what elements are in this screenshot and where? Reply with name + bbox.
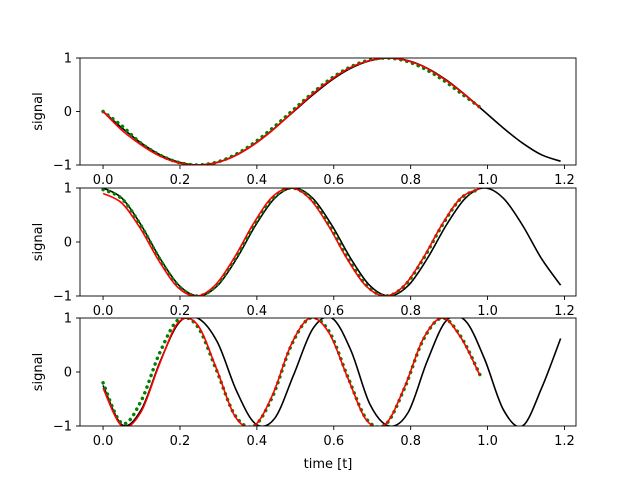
x-tick-label: 0.2 <box>170 173 191 188</box>
series-line-1 <box>102 188 562 296</box>
x-tick-label: 0.4 <box>247 304 268 319</box>
y-axis-label: signal <box>31 353 46 391</box>
y-tick-label: 0 <box>64 236 72 251</box>
y-tick-label: 1 <box>64 312 72 327</box>
y-tick-label: −1 <box>53 159 72 174</box>
x-tick-label: 0.6 <box>323 304 344 319</box>
x-tick-label: 0.6 <box>323 173 344 188</box>
x-tick-label: 0.4 <box>247 434 268 449</box>
x-tick-label: 0.0 <box>93 304 114 319</box>
y-tick-label: 0 <box>64 366 72 381</box>
series-line-2 <box>101 318 482 426</box>
x-tick-label: 0.6 <box>323 434 344 449</box>
axes-frame <box>79 187 577 297</box>
series-line-2 <box>101 58 482 165</box>
series-line-3 <box>102 58 481 165</box>
series-line-3 <box>102 318 481 426</box>
x-tick-label: 0.2 <box>170 434 191 449</box>
x-tick-label: 0.8 <box>400 173 421 188</box>
x-tick-label: 1.2 <box>554 434 575 449</box>
axes-frame <box>79 57 577 166</box>
y-axis-label: signal <box>31 92 46 130</box>
x-tick-label: 0.8 <box>400 434 421 449</box>
x-tick-label: 1.0 <box>477 304 498 319</box>
x-tick-label: 1.0 <box>477 434 498 449</box>
x-tick-label: 0.0 <box>93 173 114 188</box>
series-line-2 <box>101 188 482 296</box>
x-tick-label: 0.2 <box>170 304 191 319</box>
y-tick-label: −1 <box>53 420 72 435</box>
subplot-3: 0.0 0.2 0.4 0.6 0.8 1.0 1.2 −1 0 1 signal time [t] <box>31 312 577 472</box>
x-tick-label: 1.2 <box>554 304 575 319</box>
axes-frame <box>79 317 577 427</box>
y-tick-label: 0 <box>64 105 72 120</box>
series-line-3 <box>102 188 481 296</box>
x-tick-label: 1.0 <box>477 173 498 188</box>
y-tick-label: 1 <box>64 182 72 197</box>
y-tick-label: 1 <box>64 52 72 67</box>
subplot-1: 0.0 0.2 0.4 0.6 0.8 1.0 1.2 −1 0 1 signal <box>31 52 577 188</box>
y-axis-label: signal <box>31 223 46 261</box>
x-tick-label: 0.0 <box>93 434 114 449</box>
subplot-2: 0.0 0.2 0.4 0.6 0.8 1.0 1.2 −1 0 1 signal <box>31 182 577 319</box>
y-tick-label: −1 <box>53 290 72 305</box>
series-line-1 <box>102 58 561 165</box>
x-tick-label: 0.4 <box>247 173 268 188</box>
x-tick-label: 1.2 <box>554 173 575 188</box>
x-axis-label: time [t] <box>304 457 353 472</box>
x-tick-label: 0.8 <box>400 304 421 319</box>
